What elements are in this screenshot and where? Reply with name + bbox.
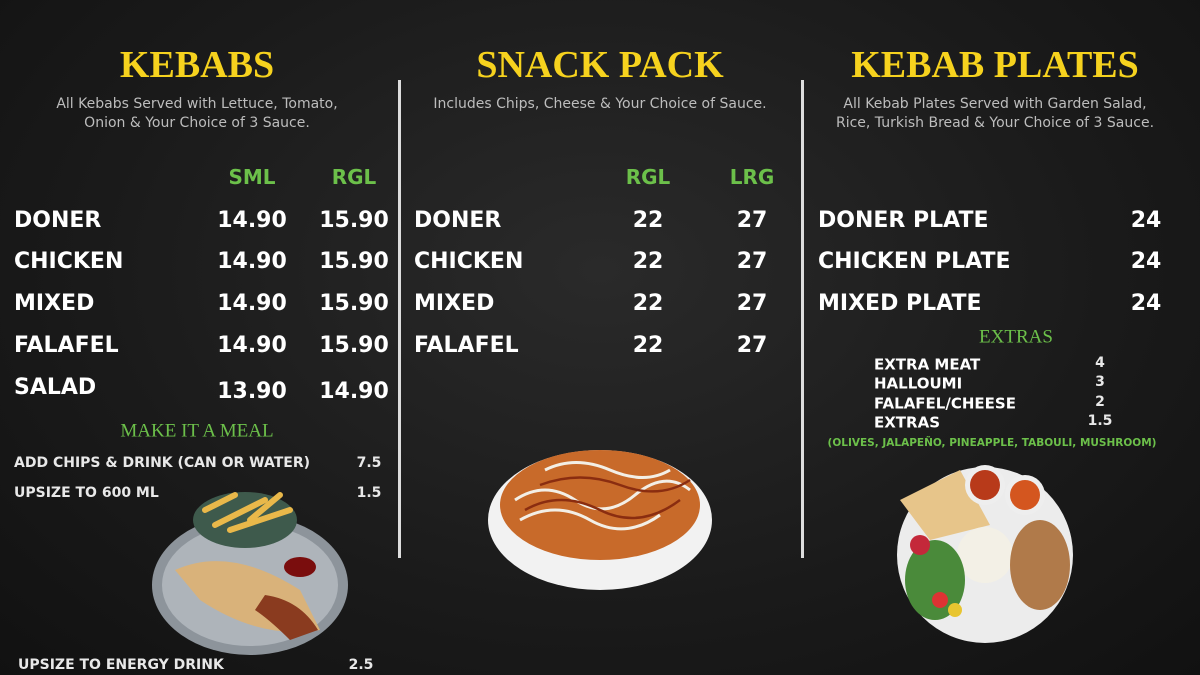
- item-name: CHICKEN: [414, 249, 524, 274]
- section-description: Includes Chips, Cheese & Your Choice of …: [433, 96, 767, 112]
- item-price: 22: [632, 291, 664, 316]
- item-price: 22: [632, 333, 664, 358]
- divider: [398, 80, 401, 558]
- section-description: All Kebab Plates Served with Garden Sala…: [843, 96, 1147, 112]
- item-name: CHICKEN: [14, 249, 124, 274]
- item-price: 15.90: [319, 291, 389, 316]
- wrap-plate-image: [152, 492, 348, 655]
- item-price: 15.90: [319, 208, 389, 233]
- extra-price: 1.5: [1087, 413, 1113, 429]
- item-name: DONER: [14, 208, 102, 233]
- section-description: All Kebabs Served with Lettuce, Tomato,: [56, 96, 338, 112]
- item-price: 27: [736, 208, 768, 233]
- item-price: 27: [736, 291, 768, 316]
- meal-item-price: 7.5: [356, 455, 382, 471]
- snack-pack-image: [488, 450, 712, 590]
- item-price: 13.90: [217, 379, 287, 404]
- item-name: CHICKEN PLATE: [818, 249, 1011, 274]
- meal-item-name: ADD CHIPS & DRINK (CAN OR WATER): [14, 455, 311, 471]
- item-price: 27: [736, 333, 768, 358]
- section-title: KEBABS: [119, 44, 275, 86]
- section-description: Onion & Your Choice of 3 Sauce.: [84, 115, 310, 131]
- extra-price: 2: [1095, 394, 1105, 410]
- section-title: SNACK PACK: [476, 44, 724, 86]
- size-header: RGL: [625, 165, 671, 189]
- kebab-plate-image: [897, 465, 1073, 643]
- section-title: KEBAB PLATES: [851, 44, 1139, 86]
- item-name: MIXED: [414, 291, 495, 316]
- divider: [801, 80, 804, 558]
- extra-name: FALAFEL/CHEESE: [874, 394, 1016, 413]
- item-price: 14.90: [217, 249, 287, 274]
- meal-item-name: UPSIZE TO 600 ML: [14, 485, 159, 501]
- extra-price: 3: [1095, 374, 1105, 390]
- extras-note: (OLIVES, JALAPEÑO, PINEAPPLE, TABOULI, M…: [827, 436, 1157, 449]
- extra-name: EXTRA MEAT: [874, 355, 981, 374]
- item-price: 24: [1130, 208, 1162, 233]
- item-name: MIXED: [14, 291, 95, 316]
- meal-title: MAKE IT A MEAL: [120, 420, 274, 442]
- meal-item-name: UPSIZE TO ENERGY DRINK: [18, 657, 224, 673]
- item-price: 14.90: [217, 208, 287, 233]
- extra-name: HALLOUMI: [874, 374, 963, 393]
- extra-name: EXTRAS: [874, 413, 941, 432]
- size-header: RGL: [331, 165, 377, 189]
- extra-price: 4: [1095, 355, 1105, 371]
- item-price: 15.90: [319, 249, 389, 274]
- item-name: FALAFEL: [14, 333, 119, 358]
- item-price: 22: [632, 249, 664, 274]
- item-price: 24: [1130, 291, 1162, 316]
- size-header: SML: [228, 165, 276, 189]
- item-price: 14.90: [217, 333, 287, 358]
- size-header: LRG: [729, 165, 775, 189]
- item-price: 14.90: [217, 291, 287, 316]
- item-price: 27: [736, 249, 768, 274]
- item-price: 24: [1130, 249, 1162, 274]
- meal-item-price: 1.5: [356, 485, 382, 501]
- item-name: SALAD: [14, 375, 97, 400]
- meal-item-price: 2.5: [348, 657, 374, 673]
- item-name: FALAFEL: [414, 333, 519, 358]
- section-description: Rice, Turkish Bread & Your Choice of 3 S…: [835, 115, 1155, 131]
- item-name: MIXED PLATE: [818, 291, 982, 316]
- item-name: DONER: [414, 208, 502, 233]
- item-price: 14.90: [319, 379, 389, 404]
- item-price: 15.90: [319, 333, 389, 358]
- item-price: 22: [632, 208, 664, 233]
- item-name: DONER PLATE: [818, 208, 989, 233]
- extras-title: EXTRAS: [979, 326, 1053, 348]
